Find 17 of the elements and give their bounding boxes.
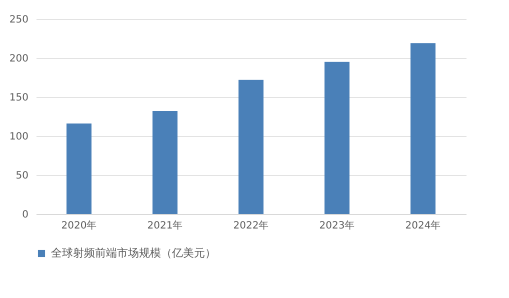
legend-label: 全球射频前端市场规模（亿美元） xyxy=(51,246,216,260)
bar xyxy=(324,62,350,214)
x-tick-label: 2022年 xyxy=(233,220,269,232)
y-tick-label: 100 xyxy=(9,132,28,142)
y-tick-label: 0 xyxy=(22,210,28,220)
x-tick-label: 2020年 xyxy=(61,220,97,232)
x-tick-label: 2024年 xyxy=(405,220,441,232)
y-tick-label: 50 xyxy=(16,170,28,182)
x-tick-label: 2023年 xyxy=(319,220,355,232)
y-tick-label: 150 xyxy=(9,92,28,104)
bar xyxy=(238,80,264,214)
bar xyxy=(410,43,436,214)
bar xyxy=(152,111,178,214)
bar xyxy=(66,124,92,214)
y-tick-label: 200 xyxy=(9,54,28,64)
x-tick-label: 2021年 xyxy=(147,220,183,232)
y-tick-label: 250 xyxy=(9,14,28,26)
